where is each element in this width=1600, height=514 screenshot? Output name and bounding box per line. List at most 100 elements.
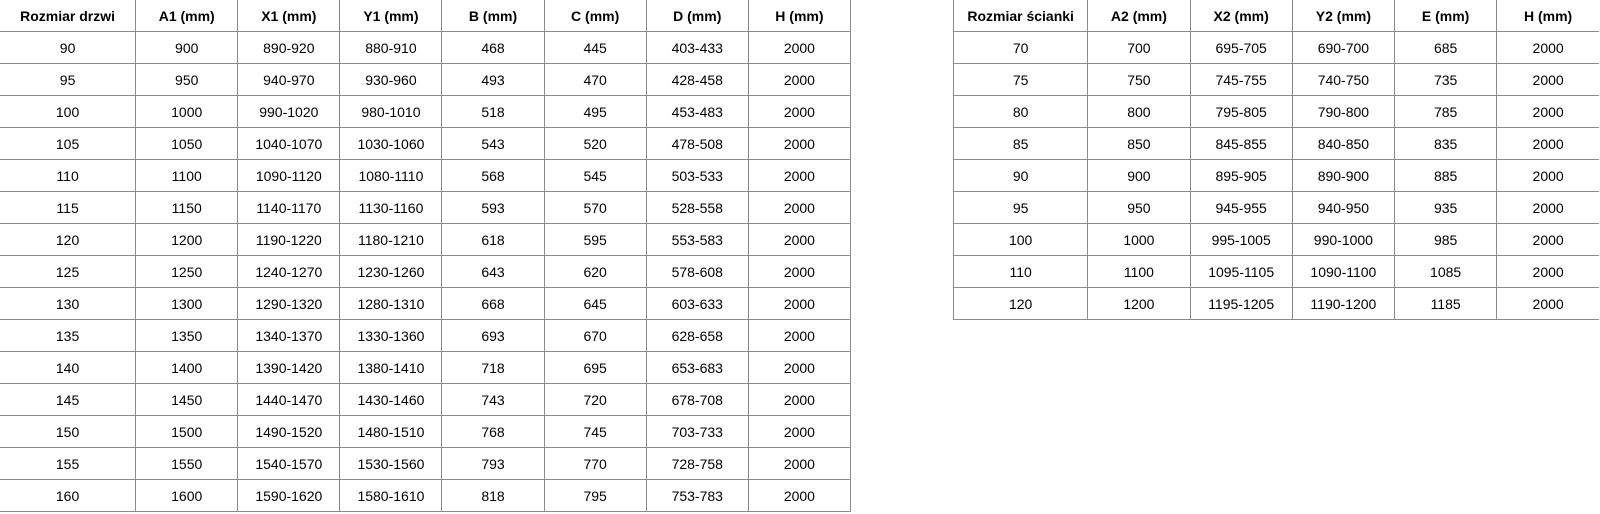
table-cell: 753-783	[645, 479, 749, 512]
table-cell: 570	[543, 191, 647, 224]
table-cell: 543	[441, 127, 545, 160]
table-cell: 670	[543, 319, 647, 352]
table-cell: 150	[0, 415, 137, 448]
column-header: A2 (mm)	[1087, 0, 1191, 32]
table-cell: 468	[441, 31, 545, 64]
table-cell: 90	[952, 159, 1089, 192]
table-cell: 2000	[1496, 31, 1599, 64]
table-cell: 890-900	[1291, 159, 1396, 192]
table-cell: 2000	[747, 351, 852, 384]
table-cell: 745	[543, 415, 647, 448]
table-cell: 135	[0, 319, 137, 352]
table-cell: 685	[1393, 31, 1498, 64]
table-header-row: Rozmiar ścianki A2 (mm) X2 (mm) Y2 (mm) E (m…	[952, 0, 1599, 32]
table-cell: 495	[543, 95, 647, 128]
table-cell: 795	[543, 479, 647, 512]
table-cell: 2000	[1496, 159, 1599, 192]
table-row: 120 1200 1190-1220 1180-1210 618 595 553-583 20…	[0, 223, 852, 256]
table-cell: 1450	[135, 383, 239, 416]
column-header: Y1 (mm)	[339, 0, 443, 32]
table-cell: 1340-1370	[237, 319, 341, 352]
table-cell: 990-1020	[237, 95, 341, 128]
table-cell: 520	[543, 127, 647, 160]
table-cell: 1095-1105	[1189, 255, 1293, 288]
table-cell: 125	[0, 255, 137, 288]
table-cell: 935	[1393, 191, 1498, 224]
table-cell: 700	[1087, 31, 1191, 64]
table-cell: 718	[441, 351, 545, 384]
table-cell: 643	[441, 255, 545, 288]
table-cell: 885	[1393, 159, 1498, 192]
table-cell: 428-458	[645, 63, 749, 96]
table-row: 105 1050 1040-1070 1030-1060 543 520 478-508 20…	[0, 127, 852, 160]
table-cell: 1540-1570	[237, 447, 341, 480]
table-row: 110 1100 1095-1105 1090-1100 1085 2000	[952, 255, 1599, 288]
table-cell: 1500	[135, 415, 239, 448]
table-row: 90 900 890-920 880-910 468 445 403-433 2000	[0, 31, 852, 64]
column-header: E (mm)	[1393, 0, 1498, 32]
table-cell: 768	[441, 415, 545, 448]
table-cell: 1480-1510	[339, 415, 443, 448]
table-cell: 95	[0, 63, 137, 96]
table-cell: 1190-1220	[237, 223, 341, 256]
table-cell: 990-1000	[1291, 223, 1396, 256]
table-cell: 1200	[135, 223, 239, 256]
table-cell: 628-658	[645, 319, 749, 352]
column-header: Rozmiar drzwi	[0, 0, 137, 32]
table-cell: 403-433	[645, 31, 749, 64]
table-cell: 80	[952, 95, 1089, 128]
table-cell: 653-683	[645, 351, 749, 384]
table-cell: 940-950	[1291, 191, 1396, 224]
table-cell: 695-705	[1189, 31, 1293, 64]
table-cell: 2000	[747, 255, 852, 288]
table-cell: 2000	[747, 415, 852, 448]
column-header: C (mm)	[543, 0, 647, 32]
table-cell: 930-960	[339, 63, 443, 96]
table-cell: 690-700	[1291, 31, 1396, 64]
table-cell: 578-608	[645, 255, 749, 288]
table-cell: 2000	[747, 191, 852, 224]
table-cell: 1090-1120	[237, 159, 341, 192]
table-cell: 645	[543, 287, 647, 320]
table-cell: 795-805	[1189, 95, 1293, 128]
table-cell: 840-850	[1291, 127, 1396, 160]
table-cell: 140	[0, 351, 137, 384]
table-cell: 895-905	[1189, 159, 1293, 192]
table-cell: 110	[952, 255, 1089, 288]
table-cell: 818	[441, 479, 545, 512]
table-cell: 2000	[747, 383, 852, 416]
table-cell: 743	[441, 383, 545, 416]
wall-size-table: Rozmiar ścianki A2 (mm) X2 (mm) Y2 (mm) E (m…	[952, 0, 1599, 320]
table-cell: 478-508	[645, 127, 749, 160]
table-cell: 1030-1060	[339, 127, 443, 160]
table-cell: 1490-1520	[237, 415, 341, 448]
table-cell: 120	[0, 223, 137, 256]
table-cell: 1330-1360	[339, 319, 443, 352]
table-cell: 105	[0, 127, 137, 160]
table-cell: 1050	[135, 127, 239, 160]
table-cell: 1100	[1087, 255, 1191, 288]
table-cell: 750	[1087, 63, 1191, 96]
table-cell: 880-910	[339, 31, 443, 64]
table-cell: 800	[1087, 95, 1191, 128]
table-cell: 695	[543, 351, 647, 384]
table-cell: 1280-1310	[339, 287, 443, 320]
table-cell: 120	[952, 287, 1089, 320]
table-cell: 1300	[135, 287, 239, 320]
table-cell: 528-558	[645, 191, 749, 224]
table-cell: 160	[0, 479, 137, 512]
table-cell: 1085	[1393, 255, 1498, 288]
table-cell: 2000	[747, 319, 852, 352]
table-row: 95 950 945-955 940-950 935 2000	[952, 191, 1599, 224]
table-cell: 518	[441, 95, 545, 128]
table-cell: 2000	[747, 159, 852, 192]
table-cell: 2000	[1496, 223, 1599, 256]
table-cell: 545	[543, 159, 647, 192]
table-cell: 945-955	[1189, 191, 1293, 224]
table-cell: 1130-1160	[339, 191, 443, 224]
table-row: 100 1000 995-1005 990-1000 985 2000	[952, 223, 1599, 256]
table-cell: 2000	[747, 127, 852, 160]
table-cell: 1180-1210	[339, 223, 443, 256]
table-cell: 1240-1270	[237, 255, 341, 288]
table-cell: 95	[952, 191, 1089, 224]
